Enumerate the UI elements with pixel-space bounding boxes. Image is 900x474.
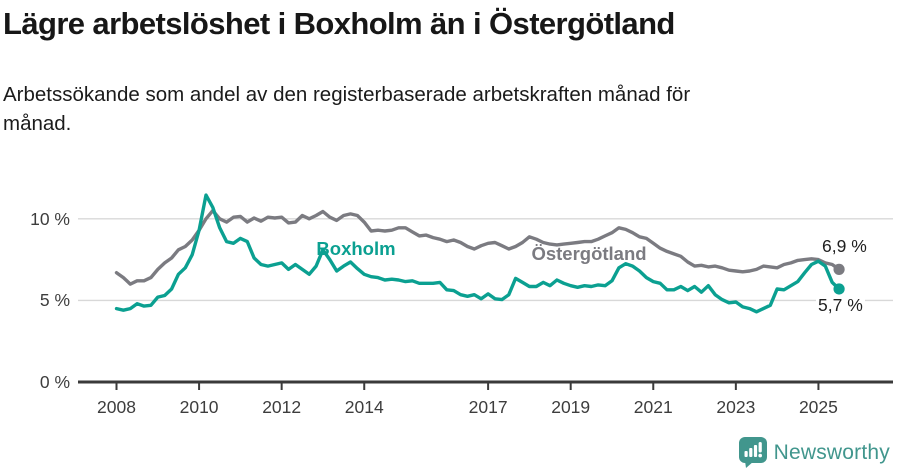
x-axis-tick-label: 2014 (344, 397, 384, 417)
x-axis-tick-label: 2010 (179, 397, 219, 417)
series-line-ostergotland (114, 208, 841, 286)
chart-subtitle-line-1: Arbetssökande som andel av den registerb… (3, 83, 691, 106)
y-axis-tick-label: 5 % (39, 290, 70, 311)
end-value-label-boxholm: 5,7 % (816, 295, 865, 316)
newsworthy-logo: Newsworthy (738, 437, 890, 468)
newsworthy-bar-chart-bubble-icon (738, 437, 767, 468)
x-axis-tick-label: 2008 (97, 397, 136, 417)
y-axis-tick-label: 0 % (39, 372, 70, 392)
x-axis-tick-label: 2021 (633, 397, 673, 417)
chart-title: Lägre arbetslöshet i Boxholm än i Österg… (3, 6, 675, 41)
y-axis-tick-label: 10 % (30, 208, 70, 229)
x-axis-tick-label: 2012 (262, 397, 302, 417)
chart-subtitle: Arbetssökande som andel av den registerb… (3, 81, 690, 138)
x-axis-tick-label: 2023 (716, 397, 756, 417)
plot-area (78, 193, 893, 390)
chart-subtitle-line-2: månad. (3, 111, 72, 135)
series-line-boxholm (114, 193, 841, 314)
series-end-dot-boxholm (833, 283, 845, 295)
end-value-label-ostergotland: 6,9 % (820, 236, 869, 257)
series-end-dot-ostergotland (833, 263, 845, 275)
series-label-ostergotland: Östergötland (531, 243, 647, 264)
x-axis-tick-label: 2017 (468, 397, 508, 417)
x-axis-tick-label: 2019 (551, 397, 591, 417)
series-label-boxholm: Boxholm (316, 238, 396, 259)
x-axis-tick-label: 2025 (798, 397, 838, 417)
newsworthy-logo-text: Newsworthy (773, 440, 890, 464)
